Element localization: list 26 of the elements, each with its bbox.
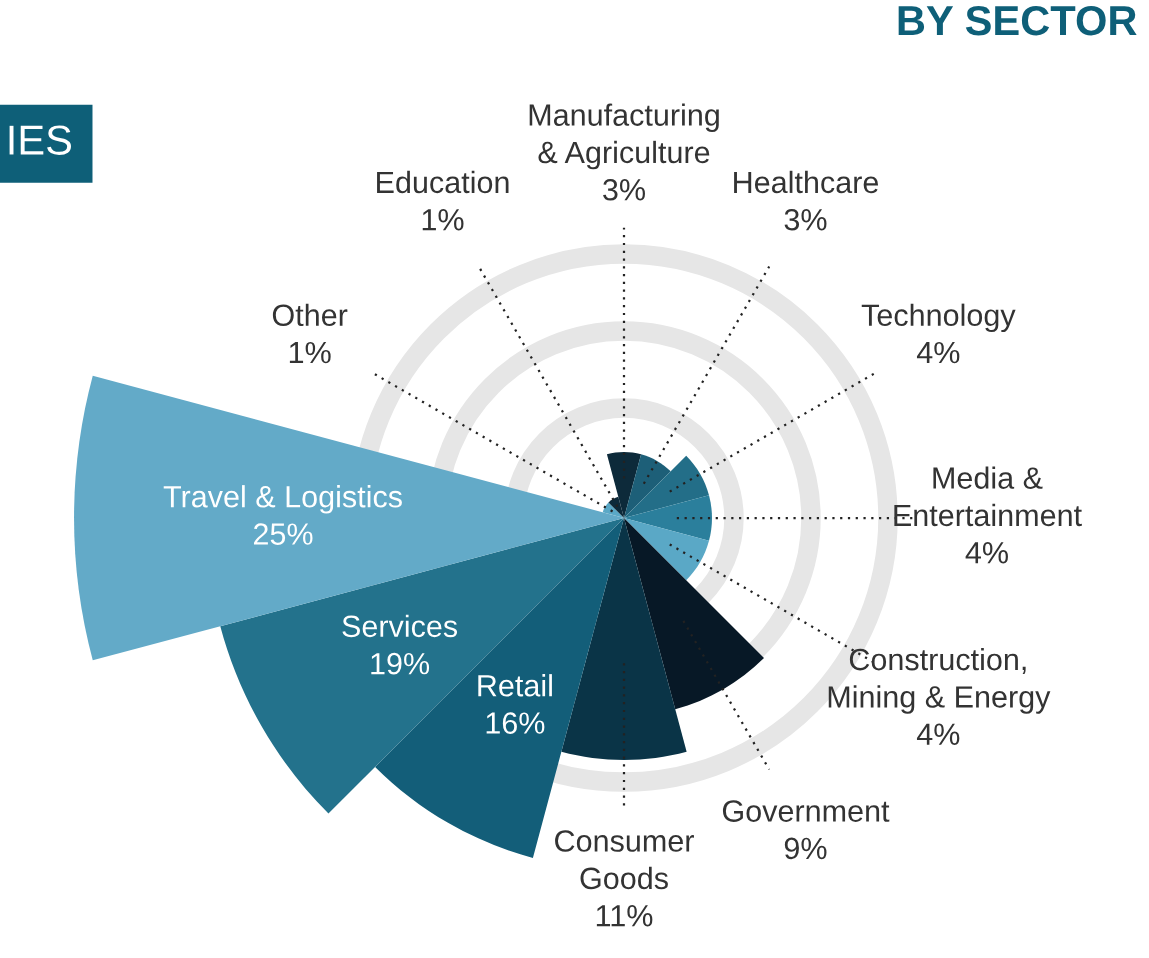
data-label: 3% xyxy=(603,178,645,201)
category-label: Travel & Logistics xyxy=(163,485,402,514)
category-label: Manufacturing & Agriculture xyxy=(529,103,719,170)
data-label: 1% xyxy=(289,341,331,364)
category-label: Government xyxy=(722,800,890,822)
data-label: 4% xyxy=(916,723,960,745)
data-label: 9% xyxy=(784,837,827,860)
data-label: 11% xyxy=(596,905,653,927)
text: IES xyxy=(9,125,71,155)
category-label: Other xyxy=(272,303,348,327)
category-label: Retail xyxy=(478,674,552,697)
category-label: Consumer Goods xyxy=(555,830,694,890)
data-label: 3% xyxy=(784,208,827,231)
data-label: 19% xyxy=(371,652,430,675)
data-label: 16% xyxy=(486,712,545,734)
category-label: Education xyxy=(377,170,509,194)
data-label: 4% xyxy=(965,542,1008,564)
category-label: Services xyxy=(342,614,458,638)
category-label: Healthcare xyxy=(734,170,879,194)
category-label: Media & Entertainment xyxy=(894,466,1082,527)
text: BY SECTOR xyxy=(898,5,1137,36)
data-label: 25% xyxy=(253,523,313,545)
data-label: 1% xyxy=(422,209,464,231)
category-label: Construction, Mining & Energy xyxy=(828,647,1051,714)
category-label: Technology xyxy=(861,303,1016,333)
data-label: 4% xyxy=(916,341,960,364)
